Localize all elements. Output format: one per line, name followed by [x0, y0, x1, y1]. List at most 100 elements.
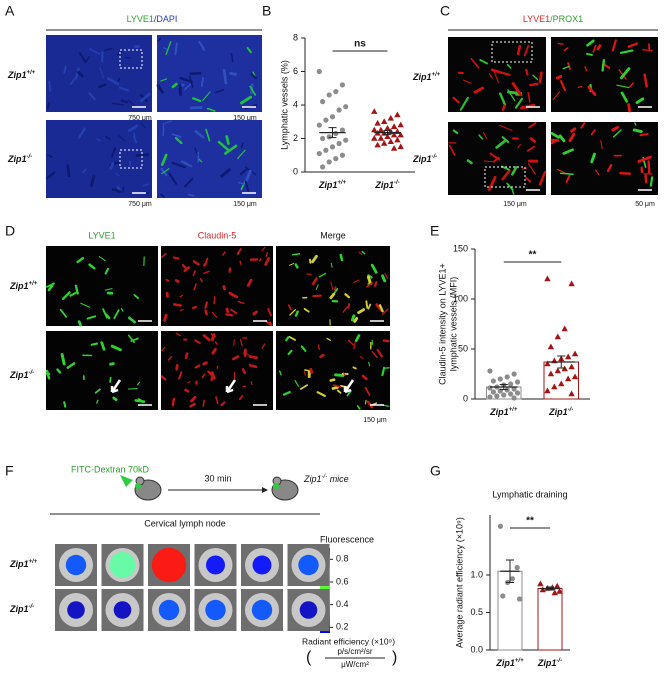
image-bg — [157, 35, 262, 112]
data-point — [333, 156, 339, 162]
signal — [354, 334, 361, 343]
signal — [222, 68, 228, 85]
error-bar — [383, 130, 392, 136]
data-point — [316, 150, 322, 157]
signal — [111, 188, 122, 194]
signal — [586, 39, 595, 47]
data-point — [329, 114, 336, 120]
scale-label: 750 μm — [128, 115, 152, 122]
colorbar-tick-label: 0.4 — [336, 599, 349, 609]
signal — [204, 301, 208, 309]
signal — [342, 371, 346, 376]
signal — [140, 122, 146, 129]
data-point — [490, 378, 496, 384]
signal — [233, 339, 235, 347]
data-point — [394, 136, 401, 143]
signal — [353, 341, 356, 350]
signal — [137, 398, 145, 404]
image-bg — [276, 246, 390, 326]
data-point — [377, 126, 385, 133]
signal — [368, 361, 371, 367]
signal — [103, 47, 113, 52]
signal — [649, 176, 654, 187]
node-signal — [109, 552, 136, 578]
data-point — [558, 380, 565, 387]
signal — [331, 385, 339, 390]
micrograph — [448, 37, 546, 112]
y-axis-label: Lymphatic vessels (%) — [279, 60, 289, 150]
signal — [163, 313, 168, 322]
signal — [360, 356, 364, 359]
signal — [222, 285, 226, 291]
signal — [239, 338, 243, 347]
signal — [214, 341, 218, 345]
signal — [56, 368, 62, 374]
row-label: Zip1-/- — [9, 370, 34, 381]
data-point — [397, 143, 404, 150]
signal — [470, 57, 480, 69]
signal — [299, 384, 308, 390]
image-bg — [46, 35, 152, 112]
signal — [161, 346, 166, 352]
node-signal — [113, 601, 132, 619]
imaging-title: Cervical lymph node — [144, 518, 226, 528]
signal — [246, 278, 253, 287]
signal — [230, 52, 234, 63]
signal — [479, 59, 489, 65]
signal — [318, 272, 327, 278]
signal — [98, 256, 106, 262]
signal — [63, 401, 67, 408]
signal — [511, 82, 523, 97]
data-point — [323, 147, 329, 153]
data-point — [497, 523, 503, 529]
signal — [76, 256, 85, 264]
signal — [238, 395, 244, 401]
data-point — [371, 126, 378, 133]
signal — [382, 308, 389, 315]
signal — [356, 405, 361, 410]
signal — [316, 391, 326, 397]
signal — [627, 42, 638, 48]
significance-label: ** — [529, 250, 537, 261]
signal — [315, 284, 319, 291]
signal — [98, 83, 107, 89]
micrograph — [156, 35, 262, 112]
error-bar — [506, 559, 514, 583]
signal — [538, 71, 543, 84]
y-tick-label: 8 — [293, 32, 298, 42]
signal — [211, 311, 218, 318]
data-point — [333, 89, 339, 95]
data-point — [564, 353, 572, 360]
signal — [179, 308, 184, 311]
signal — [611, 39, 617, 52]
data-point — [381, 118, 388, 124]
signal — [330, 281, 334, 290]
stain: LYVE1 — [523, 14, 550, 24]
signal — [332, 384, 342, 388]
signal — [118, 86, 129, 92]
y-tick-label: 0 — [293, 166, 298, 176]
signal — [184, 352, 189, 360]
signal — [161, 252, 167, 258]
signal — [498, 92, 507, 106]
signal — [577, 86, 583, 89]
signal — [122, 186, 125, 193]
signal — [319, 353, 325, 359]
x-tick-label: Zip1+/+ — [495, 658, 524, 669]
signal — [164, 120, 173, 124]
scale-label: 150 μm — [503, 201, 527, 208]
signal — [46, 102, 51, 110]
signal — [127, 316, 136, 324]
signal — [478, 134, 484, 140]
data-point — [397, 121, 404, 128]
signal — [550, 132, 560, 139]
signal — [452, 129, 459, 135]
time-label: 30 min — [204, 473, 231, 483]
signal — [562, 148, 574, 155]
signal — [501, 104, 506, 111]
data-point — [320, 164, 326, 170]
signal — [499, 124, 513, 131]
signal — [192, 305, 197, 310]
signal — [339, 253, 344, 262]
signal — [133, 294, 140, 300]
